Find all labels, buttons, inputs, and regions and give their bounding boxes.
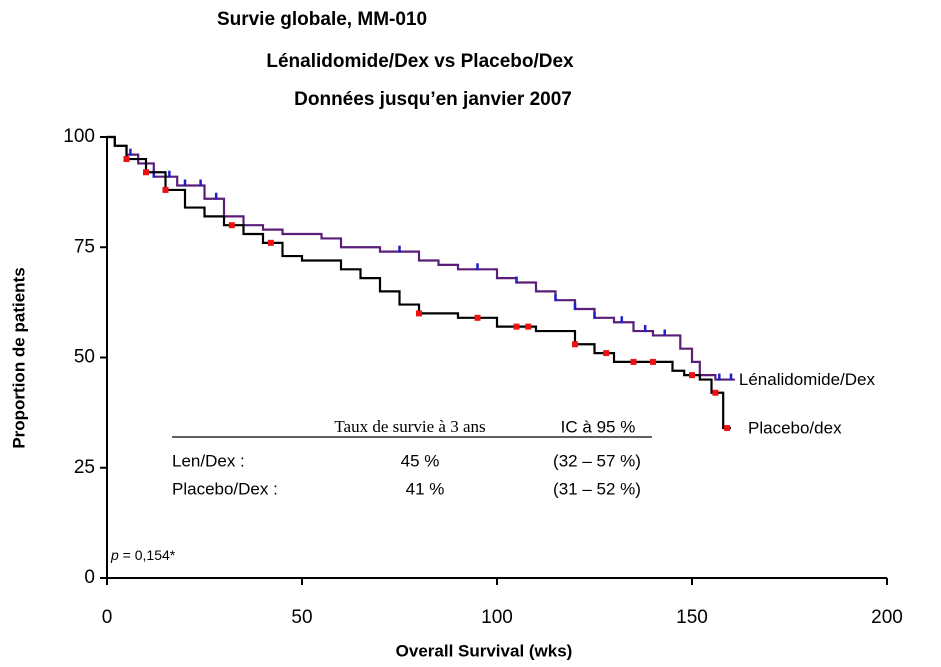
table-cell: (31 – 52 %) <box>553 479 641 498</box>
p-value: p = 0,154* <box>110 547 176 563</box>
censor-mark <box>513 323 520 330</box>
table-cell: 45 % <box>401 451 440 470</box>
censor-mark <box>525 323 532 330</box>
x-tick-label: 150 <box>676 607 708 628</box>
censor-mark <box>416 310 422 317</box>
censor-mark <box>712 389 719 396</box>
p-text: = 0,154* <box>119 547 176 563</box>
censor-mark <box>630 358 637 365</box>
censor-mark <box>267 239 274 246</box>
y-axis-label: Proportion de patients <box>9 267 28 448</box>
chart-title: Lénalidomide/Dex vs Placebo/Dex <box>266 51 574 72</box>
censor-mark <box>162 186 169 193</box>
survival-curve <box>107 135 731 430</box>
y-tick-label: 100 <box>63 126 95 147</box>
table-header: IC à 95 % <box>561 417 636 436</box>
censor-mark <box>123 156 130 163</box>
y-tick-label: 25 <box>74 457 95 478</box>
y-tick-label: 75 <box>74 236 95 257</box>
censor-mark <box>228 222 235 229</box>
survival-curve <box>107 135 735 381</box>
table-header: Taux de survie à 3 ans <box>334 417 485 436</box>
table-cell: 41 % <box>406 479 445 498</box>
x-tick-label: 100 <box>481 607 513 628</box>
table-cell: Placebo/Dex : <box>172 479 278 498</box>
x-tick-label: 0 <box>102 607 113 628</box>
censor-mark <box>650 358 656 365</box>
y-tick-label: 0 <box>84 567 95 588</box>
censor-mark <box>689 372 695 379</box>
y-tick-label: 50 <box>74 347 95 368</box>
x-axis-label: Overall Survival (wks) <box>396 641 573 660</box>
p-symbol: p <box>110 547 119 563</box>
table-cell: (32 – 57 %) <box>553 451 641 470</box>
x-tick-label: 200 <box>871 607 903 628</box>
chart-title: Données jusqu’en janvier 2007 <box>294 89 572 110</box>
table-cell: Len/Dex : <box>172 451 245 470</box>
censor-mark <box>603 350 610 357</box>
censor-mark <box>143 169 149 176</box>
series-label: Lénalidomide/Dex <box>739 370 876 389</box>
censor-mark <box>724 425 731 432</box>
censor-mark <box>572 341 578 348</box>
censor-mark <box>474 314 481 321</box>
x-tick-label: 50 <box>291 607 312 628</box>
series-label: Placebo/dex <box>748 419 842 438</box>
chart-title: Survie globale, MM-010 <box>217 9 427 30</box>
